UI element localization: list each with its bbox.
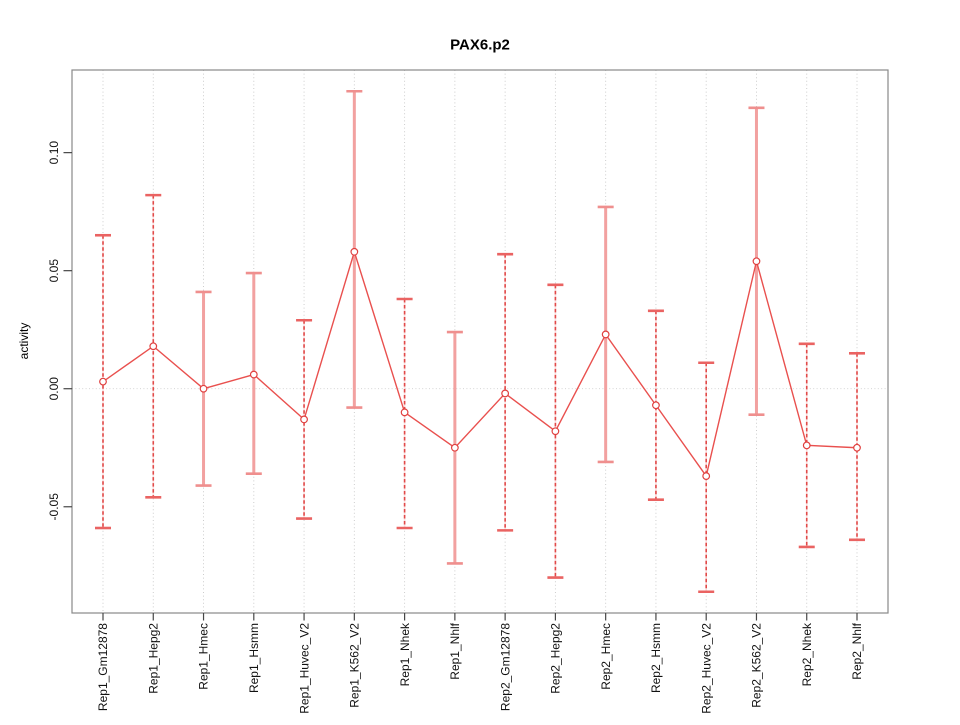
data-point-marker <box>350 247 359 256</box>
data-point-marker <box>99 377 107 386</box>
data-point-marker <box>450 443 459 452</box>
data-point-marker <box>601 330 610 339</box>
data-point-marker <box>853 443 861 452</box>
x-tick-label: Rep2_Nhek <box>800 622 814 686</box>
data-point-marker <box>199 384 208 393</box>
x-tick-label: Rep2_Hsmm <box>649 623 663 693</box>
x-tick-label: Rep2_Hepg2 <box>549 623 563 694</box>
data-point-marker <box>249 370 258 379</box>
error-bars-layer <box>95 89 865 594</box>
x-tick-label: Rep1_Nhlf <box>448 622 462 679</box>
x-tick-label: Rep1_Hepg2 <box>146 623 160 694</box>
data-point-marker <box>551 427 560 436</box>
x-tick-label: Rep2_Hmec <box>599 623 613 690</box>
x-tick-label: Rep1_Huvec_V2 <box>297 623 311 714</box>
series-line-layer <box>102 249 858 478</box>
data-point-marker <box>802 441 811 450</box>
chart-title: PAX6.p2 <box>450 37 510 54</box>
data-point-marker <box>501 389 510 398</box>
x-tick-label: Rep1_Gm12878 <box>96 623 110 711</box>
axes-layer: -0.05 0.00 0.05 0.10 Rep1_Gm12878 Rep1_Hepg2 R… <box>47 69 889 714</box>
plot-border <box>71 69 889 614</box>
x-tick-label: Rep2_Nhlf <box>850 622 864 679</box>
series-line <box>102 249 858 478</box>
x-tick-label: Rep1_Nhek <box>398 622 412 686</box>
y-tick-label: -0.05 <box>47 493 61 521</box>
data-point-marker <box>652 401 660 410</box>
data-point-marker <box>702 472 711 480</box>
x-tick-label: Rep2_K562_V2 <box>750 623 764 708</box>
y-axis-label: activity <box>17 323 31 360</box>
x-tick-label: Rep1_Hmec <box>197 623 211 690</box>
gridlines-layer <box>72 70 888 613</box>
y-tick-label: 0.05 <box>47 259 61 283</box>
y-tick-label: 0.10 <box>47 141 61 165</box>
data-point-marker <box>752 257 761 266</box>
y-tick-label: 0.00 <box>47 377 61 401</box>
data-point-marker <box>300 415 308 424</box>
x-tick-label: Rep1_K562_V2 <box>348 623 362 708</box>
x-tick-label: Rep2_Gm12878 <box>498 623 512 711</box>
data-points-layer <box>99 247 861 480</box>
x-tick-label: Rep2_Huvec_V2 <box>699 623 713 714</box>
x-tick-label: Rep1_Hsmm <box>247 623 261 693</box>
data-point-marker <box>149 342 158 351</box>
data-point-marker <box>400 408 409 417</box>
